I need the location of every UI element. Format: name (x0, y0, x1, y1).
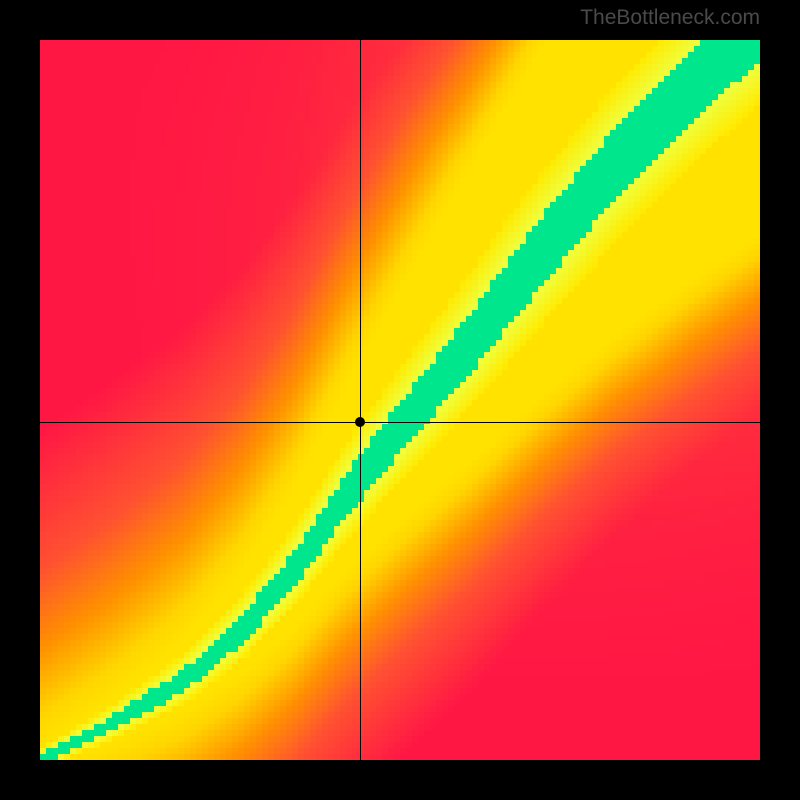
plot-area (40, 40, 760, 760)
marker-dot (355, 417, 365, 427)
heatmap-canvas (40, 40, 760, 760)
crosshair-horizontal (40, 422, 760, 423)
watermark-text: TheBottleneck.com (580, 6, 760, 30)
crosshair-vertical (360, 40, 361, 760)
